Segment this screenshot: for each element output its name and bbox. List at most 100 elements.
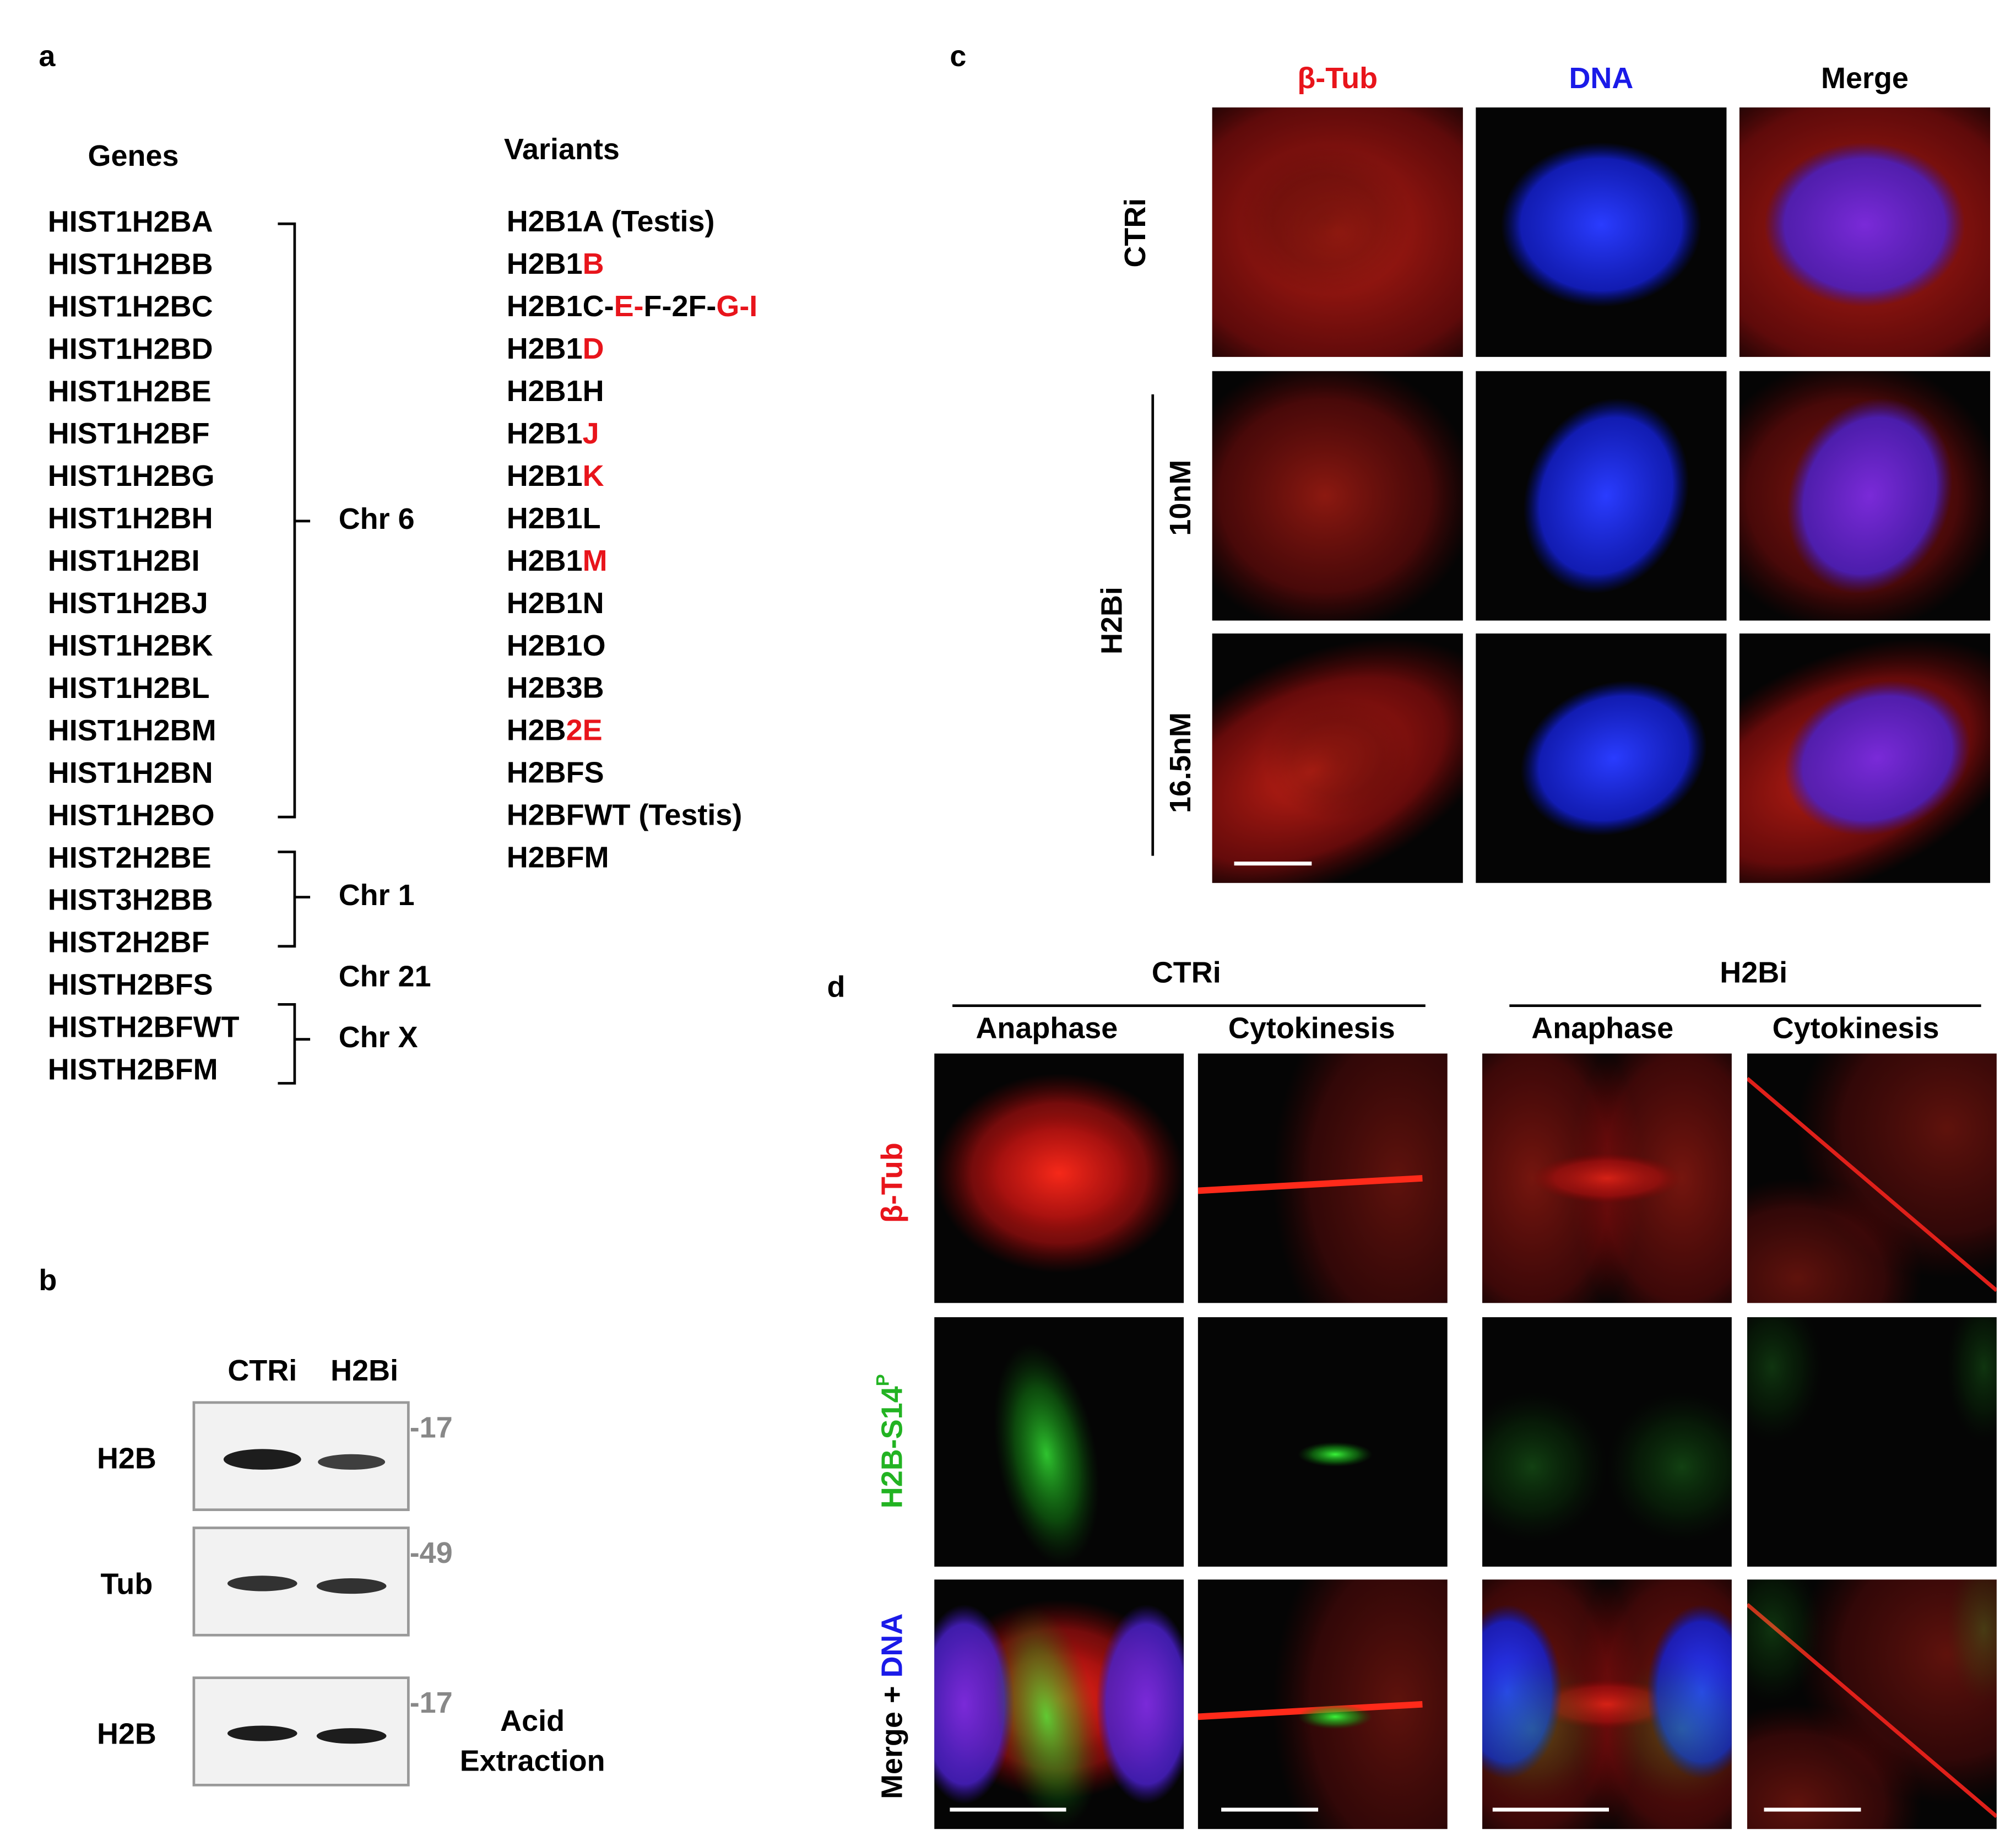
signal (1747, 1579, 1822, 1704)
signal (1747, 1317, 1822, 1442)
micrograph (1747, 1053, 1997, 1303)
text-part: G-I (716, 290, 757, 323)
row-label: Merge + DNA (876, 1614, 909, 1799)
signal (1764, 142, 1965, 307)
phase-label: Cytokinesis (1228, 1011, 1395, 1044)
micrograph (1212, 107, 1463, 357)
chromosome: Chr 6 (339, 502, 415, 535)
micrograph-content (1747, 1317, 1997, 1442)
gene: HIST1H2BJ (48, 587, 208, 620)
micrograph-content (1482, 1053, 1732, 1303)
signal (1784, 680, 1971, 836)
micrograph-content (1212, 107, 1463, 357)
dose-label: 16.5nM (1164, 712, 1197, 813)
micrograph (1197, 1317, 1448, 1567)
gene: HIST2H2BE (48, 841, 212, 874)
lane-label: CTRi (227, 1354, 297, 1387)
signal (1298, 1704, 1373, 1730)
gene: HIST1H2BM (48, 714, 216, 747)
variant: H2B1H (507, 375, 604, 408)
phase-label: Anaphase (1531, 1011, 1673, 1044)
micrograph (1476, 371, 1727, 621)
dose-label: 10nM (1164, 460, 1197, 536)
signal (1787, 398, 1953, 594)
band (227, 1576, 297, 1591)
note: Acid (500, 1704, 565, 1737)
row-label: H2B (97, 1717, 156, 1750)
panel-label: d (827, 970, 846, 1003)
micrograph-content (1212, 371, 1463, 621)
signal (1298, 1442, 1373, 1467)
variant: H2B3B (507, 672, 604, 705)
micrograph (934, 1579, 1184, 1829)
text-part: M (583, 544, 608, 577)
row-label: H2B-S14P (872, 1374, 909, 1508)
text-part: H2B1N (507, 587, 604, 620)
group-label: H2Bi (1720, 956, 1787, 989)
row-label: Tub (100, 1567, 153, 1600)
text-part: H2B1O (507, 629, 606, 662)
text-part: H2B1 (507, 459, 583, 492)
micrograph-content (1197, 1053, 1448, 1303)
signal (1520, 680, 1707, 836)
micrograph (1476, 107, 1727, 357)
gene: HISTH2BFM (48, 1053, 218, 1086)
text-part: H2B1 (507, 544, 583, 577)
column-header: β-Tub (1297, 62, 1378, 95)
micrograph (934, 1053, 1184, 1303)
signal (1532, 1153, 1682, 1204)
variant: H2B1J (507, 417, 599, 450)
micrograph (1212, 633, 1463, 883)
band (223, 1449, 301, 1470)
gene: HIST1H2BE (48, 375, 212, 408)
gene: HIST1H2BB (48, 247, 213, 280)
variant: H2B1M (507, 544, 608, 577)
band (316, 1578, 387, 1594)
column-header: Genes (88, 139, 179, 172)
signal (1500, 142, 1701, 307)
variant: H2BFM (507, 841, 609, 874)
text-part: E- (614, 290, 644, 323)
text-part: F-2F- (644, 290, 717, 323)
gene: HIST1H2BH (48, 502, 213, 535)
fiber (1197, 1175, 1423, 1194)
micrograph (1739, 107, 1991, 357)
size-marker: -49 (410, 1536, 453, 1569)
chromosome: Chr X (339, 1021, 418, 1054)
variant: H2B1A (Testis) (507, 205, 715, 238)
micrograph-content (1482, 1392, 1732, 1542)
text-part: H2B1 (507, 332, 583, 365)
chromosome: Chr 21 (339, 960, 431, 993)
micrograph-content (1520, 680, 1707, 836)
text-part: H2B1L (507, 502, 601, 535)
micrograph (1476, 633, 1727, 883)
gene: HIST1H2BA (48, 205, 213, 238)
signal (1607, 1392, 1732, 1542)
micrograph (1747, 1317, 1997, 1567)
text-part: P (872, 1374, 893, 1386)
micrograph (1212, 371, 1463, 621)
variant: H2B1O (507, 629, 606, 662)
signal (1482, 1392, 1607, 1542)
lane-label: H2Bi (330, 1354, 398, 1387)
band (316, 1728, 387, 1744)
micrograph-content (934, 1073, 1184, 1273)
signal (1747, 1704, 1922, 1829)
micrograph (1747, 1579, 1997, 1829)
micrograph-bg (1197, 1317, 1448, 1567)
column-header: Merge (1821, 62, 1909, 95)
gene: HIST1H2BO (48, 799, 215, 832)
micrograph-content (1500, 142, 1701, 307)
signal (1272, 1579, 1448, 1829)
text-part: H2B1A (Testis) (507, 205, 715, 238)
text-part: D (583, 332, 604, 365)
panel-label: a (39, 40, 56, 73)
text-part: B (583, 247, 604, 280)
text-part: Merge + (876, 1678, 909, 1799)
text-part: H2B1 (507, 417, 583, 450)
chromosome: Chr 1 (339, 879, 415, 912)
micrograph-content (1197, 1579, 1448, 1829)
micrograph-content (1739, 107, 1991, 357)
text-part: H2BFS (507, 756, 604, 789)
